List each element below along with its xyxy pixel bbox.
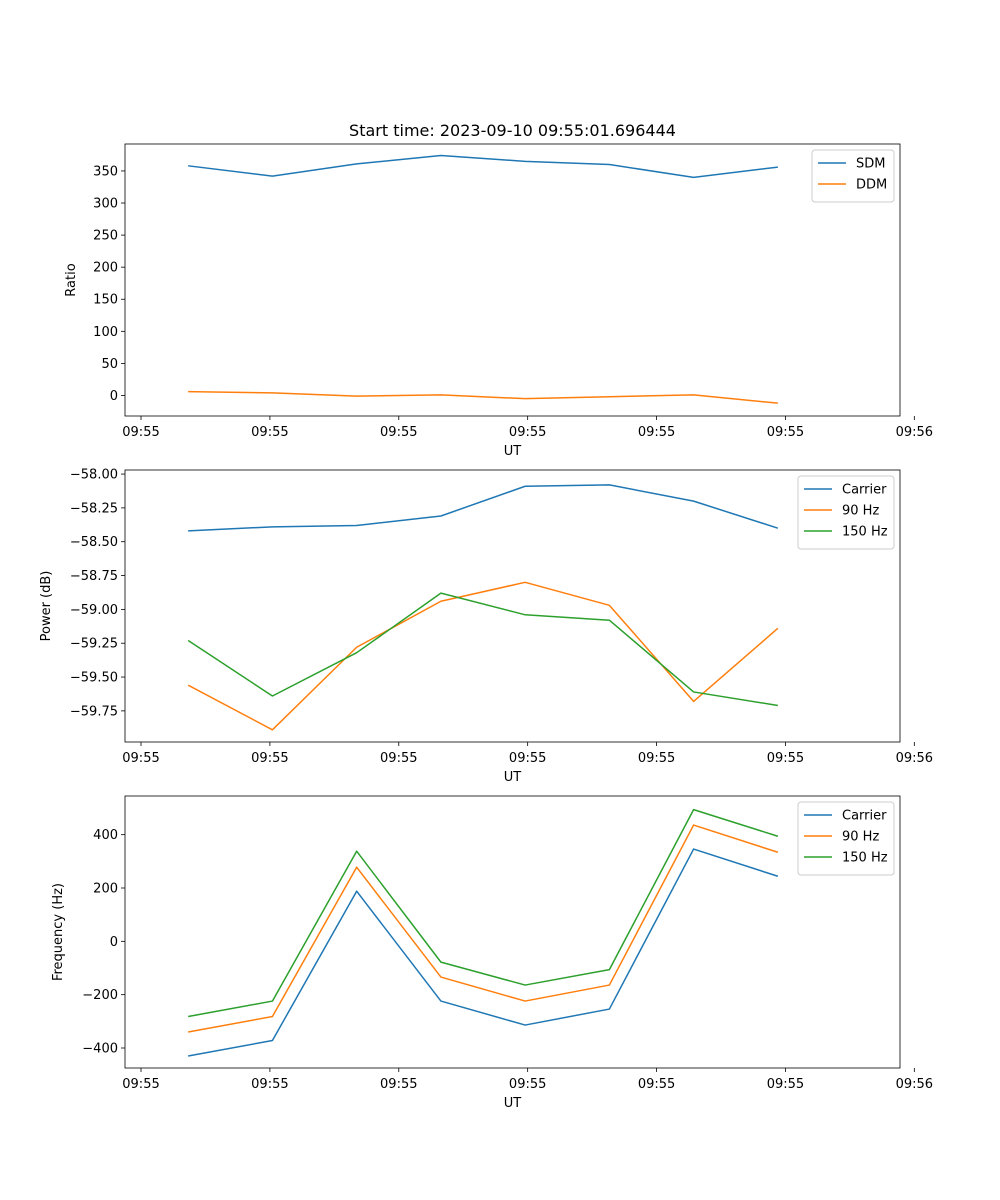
- legend: SDM DDM: [811, 149, 895, 203]
- legend: Carrier 90 Hz 150 Hz: [797, 801, 895, 876]
- y-tick-label: 100: [93, 325, 118, 340]
- y-tick-label: 200: [93, 882, 118, 897]
- y-tick-label: 300: [93, 197, 118, 212]
- legend-label: 150 Hz: [842, 525, 888, 540]
- series-line-ddm: [188, 390, 778, 404]
- x-tick-label: 09:55: [380, 425, 417, 440]
- axes-frame: [124, 795, 901, 1069]
- legend-label: 90 Hz: [842, 504, 879, 519]
- axes-frame: [124, 143, 901, 417]
- y-tick-label: 200: [93, 261, 118, 276]
- plot-area: [125, 470, 900, 742]
- x-tick-label: 09:55: [122, 1077, 159, 1092]
- x-tick-label: 09:55: [638, 425, 675, 440]
- series-line-90-hz: [188, 824, 779, 1033]
- x-tick-label: 09:55: [380, 751, 417, 766]
- x-tick-label: 09:55: [122, 425, 159, 440]
- x-tick-label: 09:55: [380, 1077, 417, 1092]
- legend-label: 150 Hz: [842, 851, 888, 866]
- y-tick-label: 350: [93, 164, 118, 179]
- series-line-sdm: [188, 154, 778, 179]
- x-axis-label: UT: [504, 1096, 522, 1111]
- y-tick-label: 150: [93, 293, 118, 308]
- y-tick-label: −58.25: [70, 501, 118, 516]
- x-tick-label: 09:55: [509, 1077, 546, 1092]
- figure-title: Start time: 2023-09-10 09:55:01.696444: [349, 121, 676, 140]
- y-tick-label: −200: [82, 988, 118, 1003]
- y-tick-label: −58.50: [70, 535, 118, 550]
- x-tick-label: 09:55: [638, 1077, 675, 1092]
- x-tick-label: 09:55: [638, 751, 675, 766]
- y-tick-label: 50: [101, 357, 118, 372]
- legend-label: DDM: [856, 178, 887, 193]
- y-tick-label: −59.25: [70, 637, 118, 652]
- plot-area: [125, 144, 900, 416]
- x-tick-label: 09:55: [509, 751, 546, 766]
- legend-label: Carrier: [842, 483, 887, 498]
- x-tick-label: 09:55: [251, 425, 288, 440]
- y-tick-label: −58.00: [70, 468, 118, 483]
- series-line-150-hz: [188, 808, 779, 1018]
- y-tick-label: −400: [82, 1042, 118, 1057]
- legend-label: 90 Hz: [842, 830, 879, 845]
- x-tick-label: 09:55: [767, 751, 804, 766]
- plot-area: [125, 796, 900, 1068]
- y-tick-label: −58.75: [70, 569, 118, 584]
- chart-panel-1: 09:55 09:55 09:55 09:55 09:55 09:55 09:56 0 50 10…: [64, 143, 933, 459]
- x-tick-label: 09:55: [122, 751, 159, 766]
- y-axis-label: Power (dB): [39, 571, 54, 642]
- panels: 09:55 09:55 09:55 09:55 09:55 09:55 09:56 0 50 10…: [39, 143, 933, 1111]
- x-tick-label: 09:55: [509, 425, 546, 440]
- series-line-150-hz: [187, 592, 778, 707]
- x-tick-label: 09:56: [896, 1077, 933, 1092]
- y-tick-label: −59.00: [70, 603, 118, 618]
- series-line-carrier: [188, 484, 779, 532]
- x-tick-label: 09:55: [251, 1077, 288, 1092]
- y-tick-label: 250: [93, 229, 118, 244]
- series-line-carrier: [188, 848, 779, 1057]
- y-tick-label: −59.50: [70, 671, 118, 686]
- x-tick-label: 09:55: [767, 425, 804, 440]
- y-axis-label: Frequency (Hz): [51, 883, 66, 981]
- x-axis-label: UT: [504, 770, 522, 785]
- legend-label: SDM: [856, 157, 885, 172]
- legend: Carrier 90 Hz 150 Hz: [797, 475, 895, 550]
- x-tick-label: 09:55: [251, 751, 288, 766]
- legend-label: Carrier: [842, 809, 887, 824]
- y-tick-label: −59.75: [70, 704, 118, 719]
- y-tick-label: 0: [110, 935, 118, 950]
- x-tick-label: 09:55: [767, 1077, 804, 1092]
- series-line-90-hz: [187, 581, 779, 731]
- axes-frame: [124, 469, 901, 743]
- chart-panel-3: 09:55 09:55 09:55 09:55 09:55 09:55 09:56 −400 −…: [51, 795, 933, 1111]
- y-tick-label: 0: [110, 389, 118, 404]
- chart-panel-2: 09:55 09:55 09:55 09:55 09:55 09:55 09:56 −59.7…: [39, 468, 933, 785]
- x-tick-label: 09:56: [896, 751, 933, 766]
- y-axis-label: Ratio: [64, 263, 79, 296]
- x-axis-label: UT: [504, 444, 522, 459]
- y-tick-label: 400: [93, 828, 118, 843]
- x-tick-label: 09:56: [896, 425, 933, 440]
